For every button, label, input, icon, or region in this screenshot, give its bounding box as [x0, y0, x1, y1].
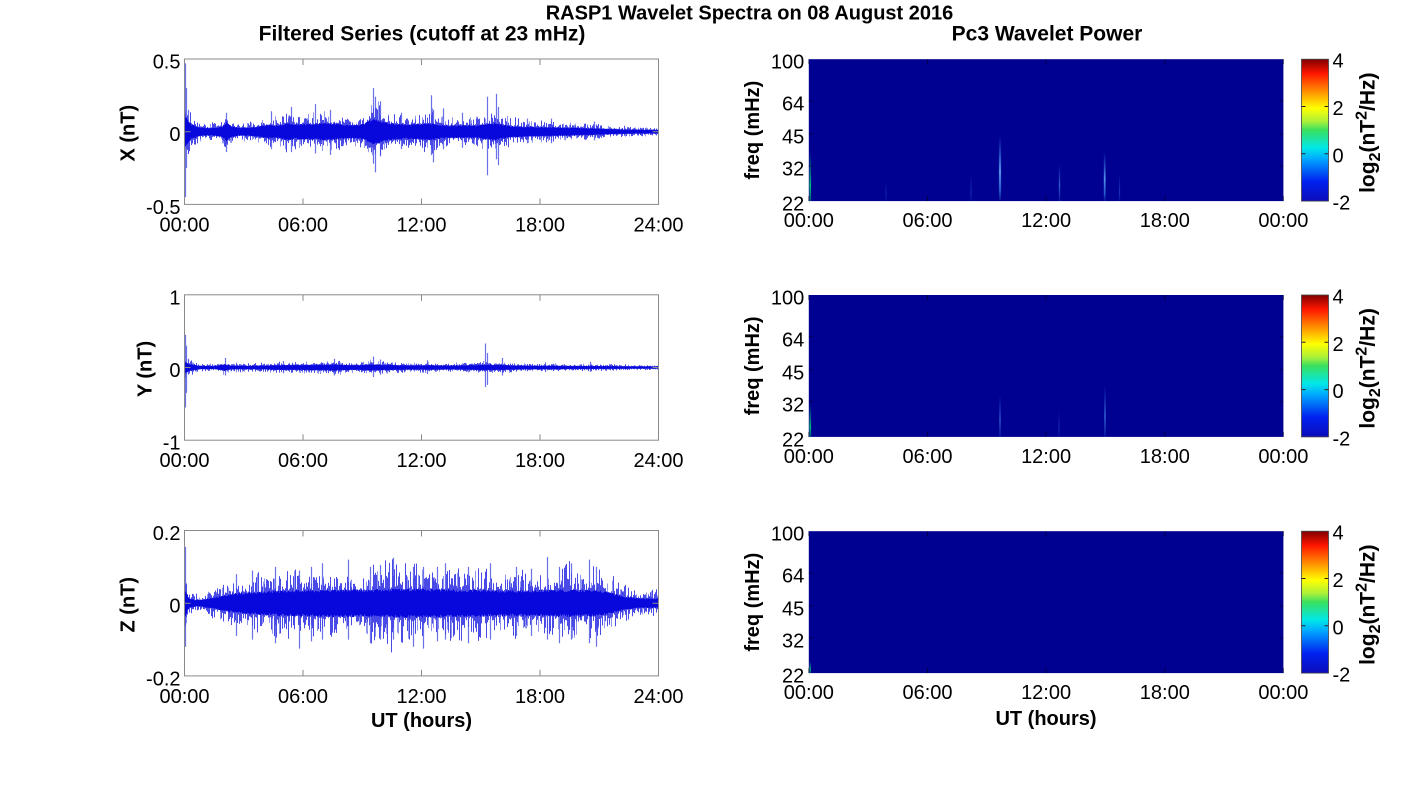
- svg-text:18:00: 18:00: [515, 214, 565, 236]
- svg-text:24:00: 24:00: [633, 214, 683, 236]
- svg-text:log2(nT2/Hz): log2(nT2/Hz): [1354, 72, 1385, 192]
- svg-text:06:00: 06:00: [902, 446, 952, 468]
- svg-text:18:00: 18:00: [1140, 210, 1190, 232]
- svg-text:00:00: 00:00: [1258, 446, 1308, 468]
- svg-text:06:00: 06:00: [902, 682, 952, 704]
- svg-text:0: 0: [1333, 617, 1344, 639]
- svg-text:00:00: 00:00: [1258, 682, 1308, 704]
- svg-text:-2: -2: [1333, 665, 1351, 687]
- svg-text:45: 45: [782, 599, 804, 621]
- svg-text:4: 4: [1333, 51, 1344, 73]
- svg-text:0: 0: [1333, 381, 1344, 403]
- svg-text:freq (mHz): freq (mHz): [742, 316, 764, 415]
- svg-text:4: 4: [1333, 523, 1344, 545]
- svg-text:00:00: 00:00: [159, 450, 209, 472]
- svg-text:Z (nT): Z (nT): [118, 577, 140, 633]
- svg-text:-0.2: -0.2: [146, 668, 180, 690]
- svg-text:32: 32: [782, 631, 804, 653]
- svg-text:12:00: 12:00: [1021, 446, 1071, 468]
- svg-text:24:00: 24:00: [633, 450, 683, 472]
- svg-text:0: 0: [169, 360, 180, 382]
- svg-text:64: 64: [782, 94, 804, 116]
- svg-text:22: 22: [782, 666, 804, 688]
- svg-text:00:00: 00:00: [159, 214, 209, 236]
- svg-text:X (nT): X (nT): [118, 105, 140, 162]
- svg-text:06:00: 06:00: [278, 686, 328, 708]
- svg-text:2: 2: [1333, 570, 1344, 592]
- svg-text:18:00: 18:00: [1140, 682, 1190, 704]
- svg-text:-2: -2: [1333, 193, 1351, 215]
- svg-text:12:00: 12:00: [396, 450, 446, 472]
- svg-text:-2: -2: [1333, 428, 1351, 450]
- svg-text:freq (mHz): freq (mHz): [742, 81, 764, 180]
- svg-text:45: 45: [782, 362, 804, 384]
- svg-text:0.5: 0.5: [153, 52, 181, 74]
- svg-text:freq (mHz): freq (mHz): [742, 553, 764, 652]
- svg-text:06:00: 06:00: [278, 450, 328, 472]
- svg-text:18:00: 18:00: [515, 686, 565, 708]
- svg-text:12:00: 12:00: [396, 686, 446, 708]
- svg-text:Filtered Series (cutoff at 23: Filtered Series (cutoff at 23 mHz): [259, 23, 586, 46]
- svg-text:2: 2: [1333, 98, 1344, 120]
- svg-text:2: 2: [1333, 334, 1344, 356]
- svg-text:0: 0: [1333, 145, 1344, 167]
- svg-text:06:00: 06:00: [902, 210, 952, 232]
- svg-text:100: 100: [771, 524, 804, 546]
- svg-text:18:00: 18:00: [515, 450, 565, 472]
- svg-text:4: 4: [1333, 287, 1344, 309]
- svg-text:12:00: 12:00: [1021, 210, 1071, 232]
- svg-text:32: 32: [782, 394, 804, 416]
- svg-text:22: 22: [782, 194, 804, 216]
- svg-text:100: 100: [771, 52, 804, 74]
- svg-text:18:00: 18:00: [1140, 446, 1190, 468]
- svg-text:UT (hours): UT (hours): [371, 710, 472, 732]
- svg-text:100: 100: [771, 288, 804, 310]
- svg-text:45: 45: [782, 127, 804, 149]
- svg-text:00:00: 00:00: [784, 682, 834, 704]
- svg-text:12:00: 12:00: [1021, 682, 1071, 704]
- svg-text:00:00: 00:00: [784, 446, 834, 468]
- svg-text:0.2: 0.2: [153, 523, 181, 545]
- svg-text:00:00: 00:00: [159, 686, 209, 708]
- svg-text:00:00: 00:00: [784, 210, 834, 232]
- svg-text:22: 22: [782, 429, 804, 451]
- svg-text:UT (hours): UT (hours): [995, 708, 1096, 730]
- svg-text:-0.5: -0.5: [146, 197, 180, 219]
- svg-text:Pc3 Wavelet Power: Pc3 Wavelet Power: [952, 23, 1143, 46]
- svg-text:RASP1 Wavelet Spectra on 08 Au: RASP1 Wavelet Spectra on 08 August 2016: [546, 3, 954, 25]
- svg-text:-1: -1: [163, 433, 181, 455]
- svg-text:00:00: 00:00: [1258, 210, 1308, 232]
- svg-text:log2(nT2/Hz): log2(nT2/Hz): [1354, 544, 1385, 664]
- svg-text:06:00: 06:00: [278, 214, 328, 236]
- svg-text:0: 0: [169, 596, 180, 618]
- svg-text:24:00: 24:00: [633, 686, 683, 708]
- svg-text:64: 64: [782, 329, 804, 351]
- svg-text:Y (nT): Y (nT): [135, 341, 157, 397]
- svg-text:0: 0: [169, 124, 180, 146]
- svg-text:12:00: 12:00: [396, 214, 446, 236]
- svg-text:log2(nT2/Hz): log2(nT2/Hz): [1354, 308, 1385, 428]
- svg-text:32: 32: [782, 159, 804, 181]
- svg-text:1: 1: [169, 287, 180, 309]
- svg-text:64: 64: [782, 566, 804, 588]
